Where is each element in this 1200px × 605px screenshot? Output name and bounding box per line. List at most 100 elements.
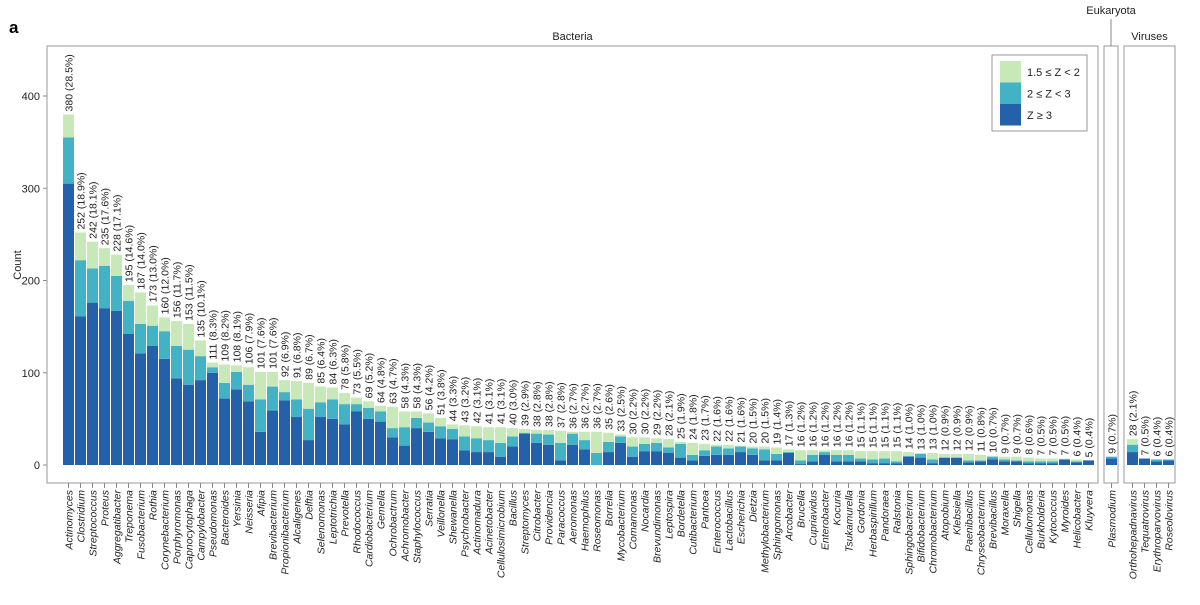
bar-segment-z3 <box>927 463 938 465</box>
bar-value-label: 38 (2.8%) <box>532 381 544 427</box>
bar-value-label: 91 (6.8%) <box>292 333 304 379</box>
x-tick-label: Kluyvera <box>1084 490 1096 531</box>
bar-segment-z2 <box>1163 459 1174 461</box>
x-tick-label: Orthohepadnavirus <box>1128 489 1140 579</box>
bar-segment-z3 <box>579 449 590 465</box>
y-tick-label: 200 <box>22 276 40 288</box>
x-tick-label: Enterobacter <box>820 490 832 551</box>
bar-segment-z2 <box>531 433 542 443</box>
bar-segment-z2 <box>111 275 122 311</box>
bar-segment-z3 <box>963 462 974 465</box>
bar-segment-z3 <box>363 418 374 465</box>
bar-value-label: 13 (1.0%) <box>928 404 940 450</box>
bar-value-label: 56 (4.2%) <box>424 365 436 411</box>
bar-segment-z2 <box>171 345 182 379</box>
bar-value-label: 92 (6.9%) <box>280 332 292 378</box>
bar-segment-z15 <box>651 438 662 443</box>
bar-segment-z15 <box>771 447 782 454</box>
x-tick-label: Leptospira <box>664 490 676 539</box>
x-tick-label: Brevundimonas <box>652 489 664 563</box>
bar-segment-z3 <box>699 455 710 465</box>
bar-segment-z3 <box>399 445 410 465</box>
bar-value-label: 252 (18.9%) <box>76 172 88 229</box>
bar-value-label: 24 (1.8%) <box>688 394 700 440</box>
bar-value-label: 58 (4.3%) <box>400 363 412 409</box>
bar-segment-z2 <box>459 436 470 451</box>
bar-segment-z2 <box>867 459 878 464</box>
bar-value-label: 22 (1.6%) <box>712 396 724 442</box>
bar-segment-z3 <box>819 454 830 465</box>
bar-segment-z3 <box>519 433 530 465</box>
bar-value-label: 37 (2.8%) <box>556 382 568 428</box>
x-tick-label: Bacteroides <box>220 489 232 545</box>
bar-value-label: 106 (7.9%) <box>244 313 256 364</box>
bar-segment-z15 <box>591 431 602 454</box>
bar-segment-z2 <box>579 440 590 450</box>
bar-segment-z2 <box>771 453 782 461</box>
bar-segment-z15 <box>267 371 278 387</box>
bar-segment-z3 <box>675 457 686 465</box>
bar-segment-z3 <box>951 457 962 465</box>
bar-segment-z2 <box>447 429 458 440</box>
bar-segment-z2 <box>615 436 626 443</box>
x-tick-label: Bordetella <box>676 490 688 537</box>
x-tick-label: Neisseria <box>244 490 256 534</box>
y-tick-label: 100 <box>22 368 40 380</box>
x-tick-label: Rhodococcus <box>352 489 364 553</box>
bar-segment-z3 <box>507 446 518 465</box>
bar-segment-z15 <box>675 441 686 444</box>
x-tick-label: Erythroparvovirus <box>1152 489 1164 572</box>
group-label-bacteria: Bacteria <box>552 31 593 43</box>
bar-segment-z3 <box>567 444 578 465</box>
bar-value-label: 84 (6.3%) <box>328 339 340 385</box>
bar-segment-z3 <box>435 438 446 465</box>
bar-value-label: 28 (2.1%) <box>664 391 676 437</box>
bar-segment-z3 <box>423 431 434 465</box>
bar-segment-z15 <box>363 401 374 408</box>
legend-swatch <box>1000 61 1021 83</box>
bar-value-label: 135 (10.1%) <box>196 280 208 337</box>
bar-segment-z15 <box>999 456 1010 460</box>
x-tick-label: Propionibacterium <box>280 490 292 575</box>
bar-segment-z2 <box>351 404 362 412</box>
bar-value-label: 17 (1.3%) <box>784 401 796 447</box>
bar-segment-z15 <box>567 431 578 434</box>
bar-segment-z2 <box>435 426 446 439</box>
y-tick-label: 0 <box>34 460 40 472</box>
bar-segment-z2 <box>603 441 614 453</box>
bar-value-label: 40 (3.0%) <box>508 380 520 426</box>
bar-value-label: 89 (6.7%) <box>304 334 316 380</box>
x-tick-label: Chryseobacterium <box>976 490 988 575</box>
bar-value-label: 78 (5.8%) <box>340 345 352 391</box>
bar-segment-z3 <box>63 183 74 465</box>
x-tick-label: Kytococcus <box>1048 489 1060 543</box>
x-tick-label: Pseudomonas <box>208 489 220 557</box>
bar-segment-z2 <box>363 407 374 419</box>
x-tick-label: Nocardia <box>640 490 652 532</box>
bar-segment-z15 <box>903 452 914 456</box>
bar-segment-z15 <box>951 453 962 458</box>
group-label-viruses: Viruses <box>1131 31 1168 43</box>
bar-value-label: 108 (8.1%) <box>232 311 244 362</box>
bar-segment-z15 <box>171 321 182 346</box>
bar-segment-z3 <box>147 345 158 465</box>
x-tick-label: Tequatrovirus <box>1140 489 1152 553</box>
bar-segment-z2 <box>267 386 278 411</box>
bar-segment-z15 <box>87 241 98 269</box>
bar-segment-z15 <box>123 285 134 301</box>
bar-segment-z15 <box>807 450 818 455</box>
bar-segment-z3 <box>159 358 170 465</box>
x-tick-label: Paracoccus <box>556 489 568 545</box>
bar-segment-z2 <box>831 454 842 462</box>
bar-value-label: 101 (7.6%) <box>268 317 280 368</box>
bar-segment-z3 <box>1059 459 1070 465</box>
bar-segment-z15 <box>99 248 110 266</box>
bar-segment-z15 <box>543 429 554 435</box>
bar-segment-z3 <box>903 456 914 465</box>
bar-segment-z2 <box>291 399 302 418</box>
bar-segment-z2 <box>975 460 986 462</box>
bar-segment-z3 <box>831 461 842 465</box>
x-tick-label: Bifidobacterium <box>916 490 928 563</box>
bar-segment-z15 <box>1023 457 1034 462</box>
